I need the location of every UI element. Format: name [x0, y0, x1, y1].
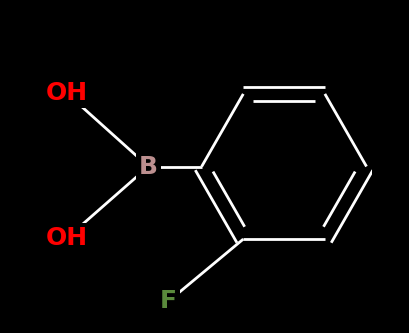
Text: F: F [160, 289, 176, 313]
Text: OH: OH [46, 81, 88, 105]
Text: OH: OH [46, 226, 88, 250]
Text: B: B [139, 155, 157, 178]
